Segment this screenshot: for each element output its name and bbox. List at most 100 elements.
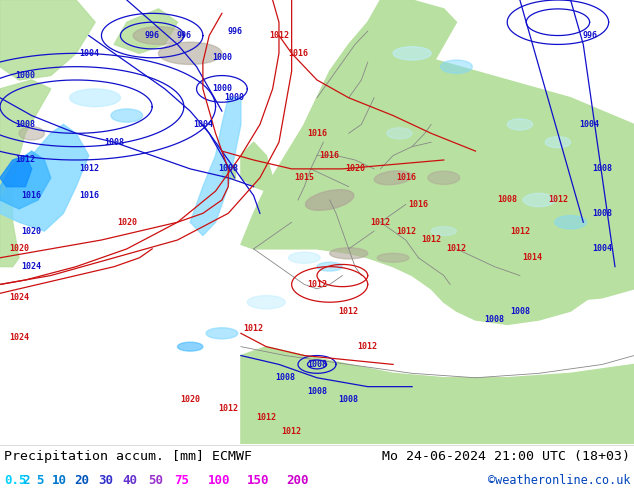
Polygon shape — [241, 142, 273, 191]
Text: 5: 5 — [36, 474, 44, 487]
Text: 1012: 1012 — [218, 404, 238, 414]
Text: 1024: 1024 — [22, 262, 42, 271]
Polygon shape — [222, 165, 235, 178]
Ellipse shape — [441, 60, 472, 74]
Ellipse shape — [431, 227, 456, 236]
Text: 20: 20 — [74, 474, 89, 487]
Text: 1020: 1020 — [117, 218, 137, 227]
Text: 30: 30 — [98, 474, 113, 487]
Text: 1008: 1008 — [510, 307, 530, 316]
Text: 1014: 1014 — [522, 253, 543, 262]
Text: 1008: 1008 — [497, 196, 517, 204]
Text: 1016: 1016 — [307, 129, 327, 138]
Polygon shape — [0, 0, 95, 80]
Text: 1016: 1016 — [320, 151, 340, 160]
Text: 1012: 1012 — [243, 324, 264, 333]
Ellipse shape — [428, 171, 460, 184]
Text: 1024: 1024 — [9, 294, 29, 302]
Text: 1004: 1004 — [193, 120, 213, 129]
Text: 1008: 1008 — [104, 138, 124, 147]
Text: 1016: 1016 — [22, 191, 42, 200]
Ellipse shape — [178, 342, 203, 351]
Text: 1012: 1012 — [548, 196, 568, 204]
Ellipse shape — [19, 126, 44, 140]
Text: 1000: 1000 — [212, 53, 232, 62]
Text: 200: 200 — [286, 474, 309, 487]
Text: 1012: 1012 — [15, 155, 36, 165]
Text: 0.5: 0.5 — [4, 474, 27, 487]
Text: 1008: 1008 — [592, 164, 612, 173]
Text: 1004: 1004 — [579, 120, 600, 129]
Text: 1024: 1024 — [9, 333, 29, 343]
Ellipse shape — [374, 171, 412, 185]
Text: 1012: 1012 — [358, 342, 378, 351]
Text: 1012: 1012 — [281, 427, 302, 436]
Text: 10: 10 — [52, 474, 67, 487]
Text: 1012: 1012 — [510, 226, 530, 236]
Text: Mo 24-06-2024 21:00 UTC (18+03): Mo 24-06-2024 21:00 UTC (18+03) — [382, 450, 630, 463]
Ellipse shape — [377, 253, 409, 262]
Polygon shape — [114, 9, 178, 53]
Polygon shape — [241, 53, 634, 324]
Ellipse shape — [393, 47, 431, 60]
Ellipse shape — [206, 328, 238, 339]
Ellipse shape — [555, 216, 586, 229]
Text: 1012: 1012 — [339, 307, 359, 316]
Ellipse shape — [330, 248, 368, 259]
Ellipse shape — [317, 262, 342, 271]
Text: 75: 75 — [174, 474, 189, 487]
Text: 1012: 1012 — [269, 31, 289, 40]
Text: 1020: 1020 — [345, 164, 365, 173]
Polygon shape — [304, 0, 456, 142]
Text: 1004: 1004 — [79, 49, 99, 58]
Text: 1012: 1012 — [446, 245, 467, 253]
Text: Precipitation accum. [mm] ECMWF: Precipitation accum. [mm] ECMWF — [4, 450, 252, 463]
Text: 1000: 1000 — [212, 84, 232, 94]
Polygon shape — [0, 151, 51, 209]
Text: 1020: 1020 — [9, 245, 29, 253]
Polygon shape — [0, 80, 51, 267]
Text: 1008: 1008 — [592, 209, 612, 218]
Text: 996: 996 — [582, 31, 597, 40]
Text: 1012: 1012 — [79, 164, 99, 173]
Text: 1008: 1008 — [339, 395, 359, 404]
Text: 996: 996 — [145, 31, 160, 40]
Text: 1012: 1012 — [370, 218, 391, 227]
Ellipse shape — [306, 190, 354, 210]
Text: 1008: 1008 — [15, 120, 36, 129]
Text: 40: 40 — [122, 474, 137, 487]
Polygon shape — [241, 346, 634, 444]
Text: 1008: 1008 — [307, 360, 327, 369]
Ellipse shape — [523, 194, 555, 207]
Text: 2: 2 — [22, 474, 30, 487]
Text: 1008: 1008 — [484, 316, 505, 324]
Text: ©weatheronline.co.uk: ©weatheronline.co.uk — [488, 474, 630, 487]
Ellipse shape — [387, 128, 412, 139]
Text: 1008: 1008 — [218, 164, 238, 173]
Text: 1000: 1000 — [15, 71, 36, 80]
Text: 1015: 1015 — [294, 173, 314, 182]
Text: 1020: 1020 — [22, 226, 42, 236]
Ellipse shape — [247, 295, 285, 309]
Ellipse shape — [133, 26, 184, 45]
Text: 1020: 1020 — [180, 395, 200, 404]
Text: 1004: 1004 — [592, 245, 612, 253]
Ellipse shape — [158, 42, 222, 65]
Ellipse shape — [111, 109, 143, 122]
Ellipse shape — [545, 137, 571, 148]
Polygon shape — [190, 98, 241, 236]
Text: 1000: 1000 — [224, 93, 245, 102]
Ellipse shape — [507, 119, 533, 130]
Text: 150: 150 — [247, 474, 269, 487]
Ellipse shape — [70, 89, 120, 107]
Text: 1012: 1012 — [307, 280, 327, 289]
Text: 1016: 1016 — [79, 191, 99, 200]
Text: 1012: 1012 — [256, 413, 276, 422]
Text: 996: 996 — [176, 31, 191, 40]
Text: 1012: 1012 — [421, 236, 441, 245]
Polygon shape — [482, 240, 634, 302]
Polygon shape — [0, 155, 32, 187]
Text: 1008: 1008 — [307, 387, 327, 395]
Text: 1008: 1008 — [275, 373, 295, 382]
Text: 1016: 1016 — [408, 200, 429, 209]
